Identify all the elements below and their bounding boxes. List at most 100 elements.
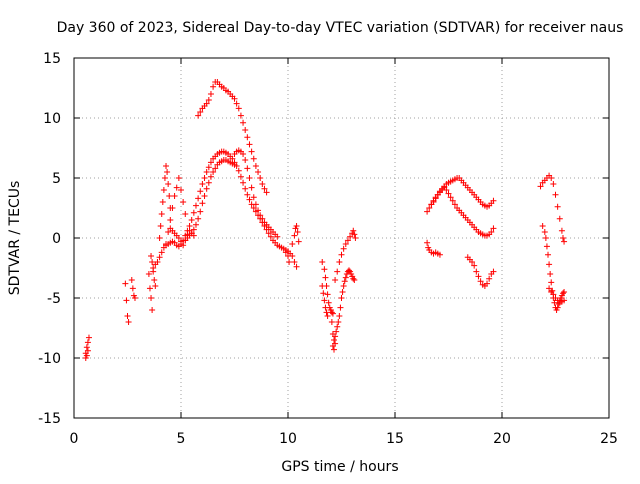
data-point [546, 261, 553, 268]
data-point [549, 287, 556, 294]
data-point [551, 299, 558, 306]
data-point [321, 297, 328, 304]
data-point [490, 225, 497, 232]
data-point [451, 201, 458, 208]
data-point [289, 241, 296, 247]
data-point [192, 221, 199, 228]
data-point [163, 163, 170, 169]
data-point [473, 268, 480, 275]
data-point [148, 253, 155, 259]
x-tick-label: 10 [279, 431, 297, 447]
data-point [128, 277, 135, 283]
data-point [347, 233, 354, 240]
data-point [426, 205, 433, 211]
data-point [237, 173, 244, 180]
data-point [286, 259, 293, 265]
data-point [555, 301, 562, 307]
data-point [173, 184, 180, 191]
data-point [150, 265, 157, 271]
data-point [175, 175, 182, 181]
data-point [159, 199, 166, 205]
data-point [541, 229, 548, 235]
data-point [124, 313, 131, 319]
data-point [201, 175, 208, 181]
tick-labels: 0 5 10 15 20 25 -15 -10 -5 0 5 10 15 [38, 51, 618, 447]
data-point [244, 134, 251, 141]
data-point [169, 205, 176, 211]
data-point [188, 230, 195, 237]
data-point [550, 291, 557, 298]
data-point [244, 165, 251, 172]
data-point [248, 184, 255, 191]
data-point [250, 155, 257, 162]
data-point [324, 313, 331, 319]
data-point [255, 169, 262, 175]
data-point [242, 157, 249, 163]
data-point [274, 233, 281, 240]
data-point [340, 245, 347, 252]
data-point [319, 283, 326, 289]
grid [74, 58, 609, 418]
data-point [559, 235, 566, 241]
data-point [261, 185, 268, 192]
data-point [85, 334, 92, 341]
data-point [424, 208, 431, 215]
data-point [263, 189, 270, 196]
data-point [257, 175, 264, 181]
data-point [154, 259, 161, 265]
data-point [158, 211, 165, 217]
data-point [156, 235, 163, 241]
data-point [259, 181, 266, 187]
data-point [175, 235, 182, 241]
data-point [295, 238, 302, 245]
data-point [129, 285, 136, 292]
data-point [248, 148, 255, 155]
data-point [149, 307, 156, 313]
data-point [552, 191, 559, 198]
data-point [197, 188, 204, 195]
data-point [235, 167, 242, 174]
data-point [550, 181, 557, 187]
data-point [339, 289, 346, 295]
data-point [180, 242, 187, 249]
data-point [333, 328, 340, 335]
data-point [350, 275, 357, 282]
data-point [197, 109, 204, 115]
data-point [252, 163, 259, 169]
data-point [447, 194, 454, 201]
data-point [246, 196, 253, 203]
data-point [554, 304, 561, 311]
data-point [205, 97, 212, 103]
y-tick-label: 5 [52, 171, 61, 187]
data-point [212, 165, 219, 172]
data-point [190, 209, 197, 216]
data-point [328, 319, 335, 325]
data-point [255, 207, 262, 214]
data-point [195, 215, 202, 222]
data-point [342, 241, 349, 247]
data-point [180, 199, 187, 205]
data-point [158, 249, 165, 256]
data-point [146, 285, 153, 292]
data-point [207, 159, 214, 166]
data-point [336, 313, 343, 319]
data-point [242, 127, 249, 133]
data-point [445, 190, 452, 197]
data-point [319, 259, 326, 265]
data-point [561, 289, 568, 295]
data-point [242, 185, 249, 192]
data-point [83, 344, 90, 351]
data-point [237, 112, 244, 119]
data-point [332, 333, 339, 340]
data-point [235, 105, 242, 112]
chart-title: Day 360 of 2023, Sidereal Day-to-day VTE… [57, 20, 624, 36]
data-point [199, 181, 206, 187]
data-point [548, 279, 555, 286]
data-point [325, 299, 332, 306]
data-point [554, 203, 561, 210]
data-point [246, 141, 253, 148]
data-point [203, 169, 210, 175]
data-point [156, 254, 163, 261]
data-point [149, 259, 156, 265]
